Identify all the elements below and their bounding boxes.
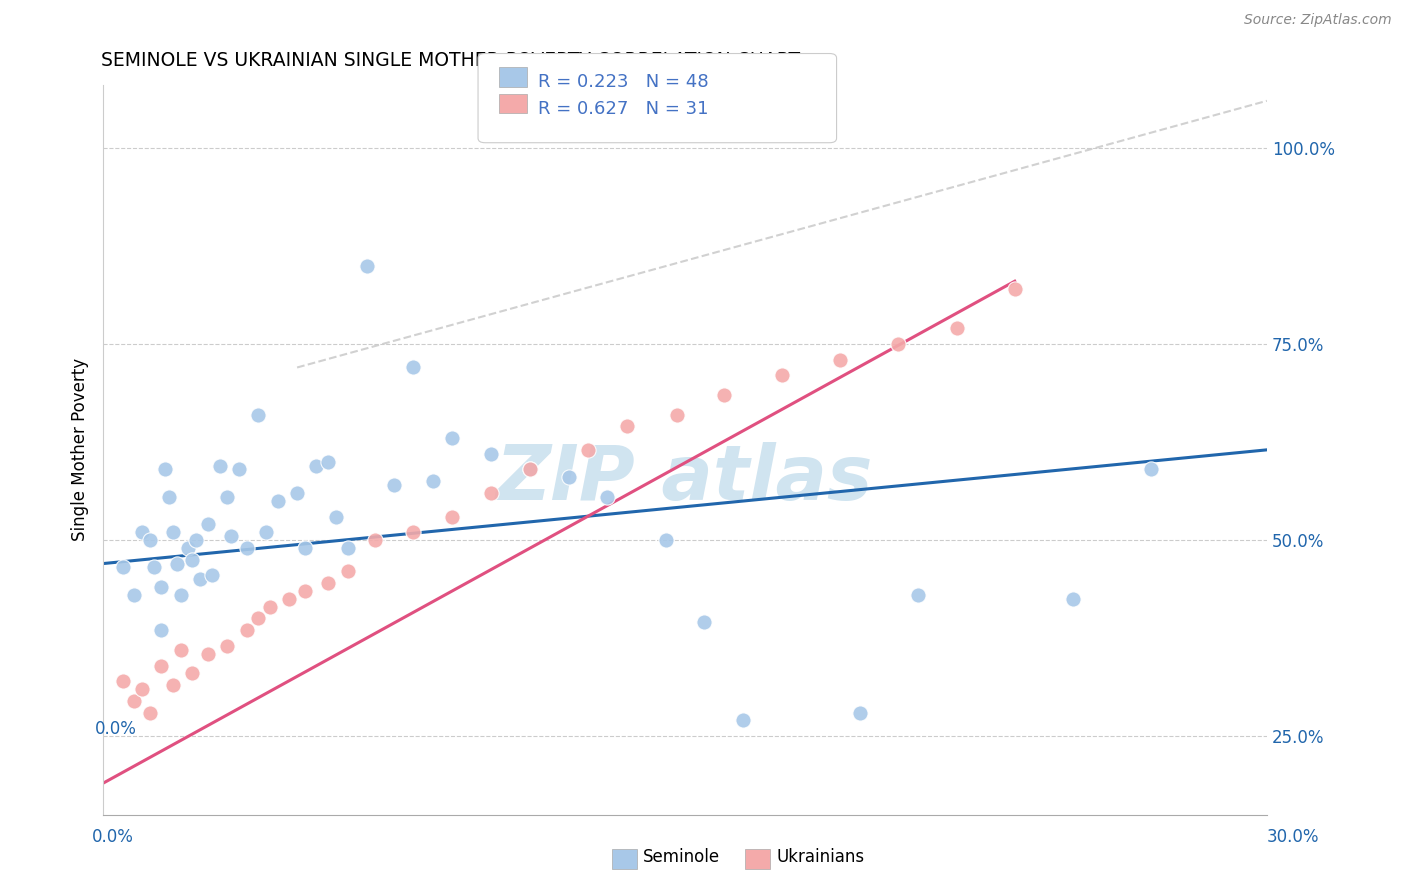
Point — [887, 337, 910, 351]
Point — [830, 352, 852, 367]
Point — [201, 568, 224, 582]
Point — [1062, 591, 1084, 606]
Point — [294, 584, 316, 599]
Text: 30.0%: 30.0% — [1267, 828, 1319, 846]
Point — [247, 611, 270, 625]
Point — [441, 431, 464, 445]
Text: R = 0.627   N = 31: R = 0.627 N = 31 — [538, 100, 709, 118]
Point — [1139, 462, 1161, 476]
Point — [228, 462, 250, 476]
Point — [138, 533, 160, 547]
Point — [181, 552, 204, 566]
Point — [654, 533, 676, 547]
Point — [519, 462, 541, 476]
Point — [596, 490, 619, 504]
Point — [217, 490, 239, 504]
Point — [138, 706, 160, 720]
Point — [157, 490, 180, 504]
Point — [259, 599, 281, 614]
Point — [316, 576, 339, 591]
Point — [111, 560, 134, 574]
Point — [479, 486, 502, 500]
Point — [208, 458, 231, 473]
Point — [907, 588, 929, 602]
Point — [945, 321, 967, 335]
Point — [188, 572, 211, 586]
Point — [235, 541, 257, 555]
Point — [197, 647, 219, 661]
Point — [131, 525, 153, 540]
Point — [770, 368, 793, 383]
Point — [402, 360, 425, 375]
Point — [186, 533, 208, 547]
Text: 0.0%: 0.0% — [91, 828, 134, 846]
Point — [479, 447, 502, 461]
Point — [336, 565, 359, 579]
Point — [162, 525, 184, 540]
Text: 0.0%: 0.0% — [96, 720, 138, 738]
Point — [1004, 282, 1026, 296]
Text: Seminole: Seminole — [643, 848, 720, 866]
Point — [422, 474, 444, 488]
Point — [278, 591, 301, 606]
Point — [267, 493, 290, 508]
Point — [733, 714, 755, 728]
Point — [177, 541, 200, 555]
Point — [441, 509, 464, 524]
Point — [170, 643, 193, 657]
Text: Ukrainians: Ukrainians — [776, 848, 865, 866]
Point — [285, 486, 308, 500]
Point — [235, 624, 257, 638]
Point — [693, 615, 716, 630]
Point — [356, 259, 378, 273]
Point — [402, 525, 425, 540]
Point — [197, 517, 219, 532]
Point — [150, 624, 173, 638]
Point — [142, 560, 165, 574]
Point — [150, 658, 173, 673]
Y-axis label: Single Mother Poverty: Single Mother Poverty — [72, 359, 89, 541]
Point — [557, 470, 579, 484]
Point — [713, 388, 735, 402]
Point — [111, 674, 134, 689]
Point — [153, 462, 176, 476]
Point — [170, 588, 193, 602]
Point — [122, 588, 145, 602]
Text: ZIP atlas: ZIP atlas — [496, 442, 873, 516]
Point — [382, 478, 405, 492]
Point — [666, 408, 689, 422]
Point — [162, 678, 184, 692]
Text: R = 0.223   N = 48: R = 0.223 N = 48 — [538, 73, 709, 91]
Point — [150, 580, 173, 594]
Point — [616, 419, 638, 434]
Point — [247, 408, 270, 422]
Point — [122, 694, 145, 708]
Point — [519, 462, 541, 476]
Point — [217, 639, 239, 653]
Point — [325, 509, 347, 524]
Point — [336, 541, 359, 555]
Point — [363, 533, 385, 547]
Point — [166, 557, 188, 571]
Point — [181, 666, 204, 681]
Point — [219, 529, 242, 543]
Point — [848, 706, 870, 720]
Point — [294, 541, 316, 555]
Point — [305, 458, 328, 473]
Point — [576, 442, 599, 457]
Point — [131, 681, 153, 696]
Text: SEMINOLE VS UKRAINIAN SINGLE MOTHER POVERTY CORRELATION CHART: SEMINOLE VS UKRAINIAN SINGLE MOTHER POVE… — [101, 51, 800, 70]
Text: Source: ZipAtlas.com: Source: ZipAtlas.com — [1244, 13, 1392, 28]
Point — [316, 454, 339, 468]
Point — [254, 525, 277, 540]
